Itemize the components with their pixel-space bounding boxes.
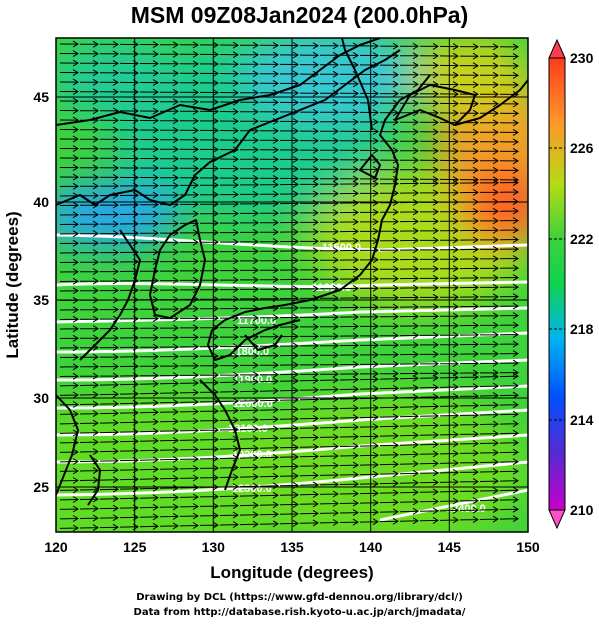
colorbar-scale xyxy=(548,57,566,511)
colorbar-tick-label: 210 xyxy=(570,502,594,518)
wind-arrow-row xyxy=(59,97,519,108)
x-tick-label: 150 xyxy=(516,539,540,555)
colorbar-tick-label: 218 xyxy=(570,321,594,337)
wind-arrow-row xyxy=(59,505,519,522)
wind-arrow-row xyxy=(59,340,519,352)
wind-arrow-row xyxy=(59,359,519,371)
colorbar-tick-label: 222 xyxy=(570,231,594,247)
wind-arrow-row xyxy=(59,107,519,117)
wind-arrow-row xyxy=(59,448,519,465)
colorbar-tick-label: 214 xyxy=(570,412,594,428)
contour-label: 12400.0 xyxy=(446,503,486,515)
wind-arrow-row xyxy=(59,40,519,51)
x-tick-label: 140 xyxy=(359,539,383,555)
wind-arrow-row xyxy=(59,429,519,446)
wind-arrow-row xyxy=(59,255,519,266)
wind-arrow-row xyxy=(59,467,519,484)
map-figure: 11500.0 11600.0 11700.0 11800.0 11900.0 … xyxy=(3,37,594,582)
wind-arrow-row xyxy=(59,439,519,456)
plot-frame xyxy=(55,37,529,533)
x-tick-label: 120 xyxy=(44,539,68,555)
wind-arrow-row xyxy=(59,69,519,79)
map-title: MSM 09Z08Jan2024 (200.0hPa) xyxy=(130,2,469,28)
wind-arrow-row xyxy=(59,283,519,295)
contour-label: 12000.0 xyxy=(233,398,273,410)
wind-arrow-row xyxy=(59,264,519,276)
x-tick-label: 145 xyxy=(438,539,462,555)
x-tick-label: 135 xyxy=(280,539,304,555)
wind-arrow-row xyxy=(59,302,519,314)
y-tick-label: 25 xyxy=(33,479,49,495)
wind-arrow-row xyxy=(59,236,519,247)
y-tick-label: 45 xyxy=(33,89,49,105)
x-tick-label: 125 xyxy=(123,539,147,555)
x-axis-label: Longitude (degrees) xyxy=(210,563,373,582)
contour-label: 12300.0 xyxy=(232,483,272,495)
wind-arrow-row xyxy=(59,496,519,513)
wind-arrow-row xyxy=(59,321,519,333)
wind-arrow-row xyxy=(59,410,519,427)
wind-arrow-row xyxy=(59,401,519,418)
y-axis-label: Latitude (degrees) xyxy=(3,211,22,358)
colorbar-bottom-triangle xyxy=(548,509,566,530)
credit-data: Data from http://database.rish.kyoto-u.a… xyxy=(133,607,466,618)
wind-arrow-row xyxy=(59,312,519,323)
wind-arrow-row xyxy=(59,372,519,389)
wind-arrow-row xyxy=(59,116,519,127)
wind-arrow-row xyxy=(59,226,519,238)
wind-arrow-row xyxy=(59,486,519,503)
wind-arrow-row xyxy=(59,154,519,165)
wind-arrow-row xyxy=(59,78,519,89)
y-tick-label: 35 xyxy=(33,292,49,308)
y-axis: 25 30 35 40 45 Latitude (degrees) xyxy=(3,89,49,495)
wind-arrow-row xyxy=(59,188,519,200)
wind-arrow-row xyxy=(59,245,519,257)
wind-arrow-row xyxy=(59,274,519,285)
wind-arrow-row xyxy=(59,59,519,70)
colorbar-top-triangle xyxy=(548,38,566,59)
wind-arrow-row xyxy=(59,145,519,155)
temperature-field: 11500.0 11600.0 11700.0 11800.0 11900.0 … xyxy=(56,38,528,532)
wind-arrow-row xyxy=(59,135,519,146)
wind-arrow-row xyxy=(59,207,519,219)
x-tick-label: 130 xyxy=(202,539,226,555)
grid-lines xyxy=(56,38,528,532)
contour-label: 11900.0 xyxy=(233,374,272,386)
wind-arrow-row xyxy=(59,369,519,380)
wind-arrow-row xyxy=(59,420,519,437)
wind-arrow-row xyxy=(59,50,519,60)
colorbar: 230 226 222 218 214 210 xyxy=(548,38,594,530)
contour-label: 11600.0 xyxy=(312,282,351,294)
x-axis: 120 125 130 135 140 145 150 Longitude (d… xyxy=(44,539,540,582)
wind-arrow-row xyxy=(59,382,519,399)
wind-arrow-row xyxy=(59,164,519,174)
wind-arrow-row xyxy=(59,458,519,475)
wind-arrow-row xyxy=(59,179,519,190)
y-tick-label: 30 xyxy=(33,390,49,406)
wind-arrow-row xyxy=(59,126,519,136)
wind-arrow-row xyxy=(59,350,519,361)
wind-arrow-row xyxy=(59,217,519,228)
colorbar-tick-label: 230 xyxy=(570,50,594,66)
wind-arrow-row xyxy=(59,88,519,98)
wind-arrow-row xyxy=(59,331,519,342)
wind-arrow-row xyxy=(59,173,519,184)
colorbar-tick-label: 226 xyxy=(570,140,594,156)
credit-drawing: Drawing by DCL (https://www.gfd-dennou.o… xyxy=(136,592,463,603)
y-tick-label: 40 xyxy=(33,194,49,210)
wind-arrow-row xyxy=(59,515,519,532)
